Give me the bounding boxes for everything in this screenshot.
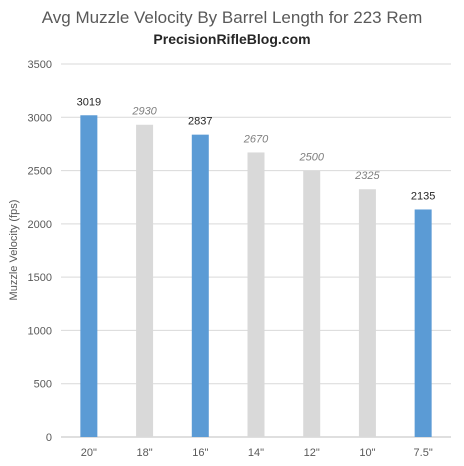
bar-series — [80, 115, 432, 438]
chart-title: Avg Muzzle Velocity By Barrel Length for… — [41, 8, 423, 27]
x-tick-label: 20" — [81, 447, 97, 459]
bar — [136, 124, 154, 437]
x-tick-label: 18" — [137, 447, 153, 459]
y-axis-ticks: 0 500 1000 1500 2000 2500 3000 3500 — [28, 59, 52, 444]
bar — [247, 152, 265, 437]
bar — [358, 189, 376, 437]
x-tick-label: 7.5" — [414, 447, 433, 459]
data-label: 2930 — [131, 106, 157, 118]
bar — [414, 209, 432, 437]
bar — [191, 134, 209, 437]
chart-subtitle: PrecisionRifleBlog.com — [153, 31, 311, 47]
data-label: 2135 — [411, 190, 435, 202]
y-tick-label: 500 — [34, 379, 52, 391]
data-label: 2670 — [243, 133, 269, 145]
x-tick-label: 12" — [304, 447, 320, 459]
data-label: 3019 — [77, 96, 101, 108]
y-axis-label: Muzzle Velocity (fps) — [8, 200, 20, 301]
y-tick-label: 2000 — [28, 219, 52, 231]
data-label: 2500 — [298, 152, 324, 164]
x-tick-label: 14" — [248, 447, 264, 459]
gridlines — [61, 63, 451, 438]
y-tick-label: 0 — [46, 432, 52, 444]
x-tick-label: 10" — [359, 447, 375, 459]
y-tick-label: 3000 — [28, 112, 52, 124]
y-tick-label: 2500 — [28, 166, 52, 178]
y-tick-label: 1000 — [28, 325, 52, 337]
x-tick-label: 16" — [192, 447, 208, 459]
data-labels: 3019 2930 2837 2670 2500 2325 2135 — [77, 96, 436, 202]
x-axis-ticks: 20" 18" 16" 14" 12" 10" 7.5" — [81, 447, 433, 459]
y-tick-label: 1500 — [28, 272, 52, 284]
bar — [80, 115, 98, 437]
data-label: 2837 — [188, 116, 212, 128]
bar — [303, 170, 321, 438]
data-label: 2325 — [354, 170, 380, 182]
y-tick-label: 3500 — [28, 59, 52, 71]
